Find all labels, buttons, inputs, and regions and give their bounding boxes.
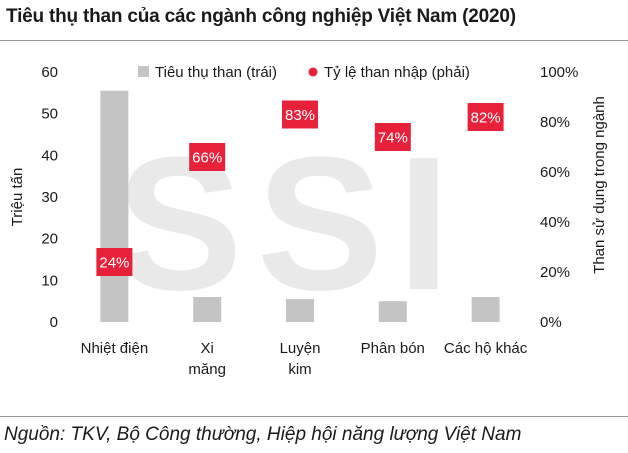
legend: Tiêu thụ than (trái) Tỷ lệ than nhập (ph… bbox=[138, 64, 470, 81]
percent-marker bbox=[96, 248, 133, 276]
legend-bar-swatch bbox=[138, 66, 149, 77]
chart: SSI 24% 66% 83% 74% 82% 0 10 20 30 40 50 60 0% 20% 4… bbox=[9, 64, 608, 378]
bar bbox=[378, 301, 407, 322]
legend-marker-swatch bbox=[308, 67, 318, 77]
percent-label: 82% bbox=[471, 110, 501, 127]
source-note: Nguồn: TKV, Bộ Công thường, Hiệp hội năn… bbox=[4, 424, 522, 445]
y2-axis-label: Than sử dụng trong ngành bbox=[591, 96, 608, 274]
percent-label: 74% bbox=[378, 130, 408, 147]
y2-tick-label: 20% bbox=[540, 264, 570, 281]
percent-marker bbox=[374, 123, 411, 151]
x-tick-label: kim bbox=[288, 361, 311, 378]
x-tick-label: Luyện bbox=[280, 340, 321, 357]
y2-tick-label: 40% bbox=[540, 214, 570, 231]
legend-bar-label: Tiêu thụ than (trái) bbox=[155, 64, 277, 81]
source-divider bbox=[0, 416, 628, 417]
x-tick-label: Phân bón bbox=[361, 340, 425, 357]
bar bbox=[193, 297, 222, 322]
y-tick-label: 10 bbox=[41, 272, 58, 289]
percent-marker bbox=[467, 103, 504, 131]
watermark-text: SSI bbox=[116, 118, 464, 330]
title-divider bbox=[0, 40, 628, 41]
percent-label: 83% bbox=[285, 107, 315, 124]
y2-tick-label: 60% bbox=[540, 164, 570, 181]
percent-label: 66% bbox=[192, 150, 222, 167]
bar bbox=[286, 299, 314, 322]
y-tick-label: 40 bbox=[41, 147, 58, 164]
y-tick-label: 30 bbox=[41, 189, 58, 206]
y-tick-label: 60 bbox=[41, 64, 58, 81]
bar bbox=[471, 297, 500, 322]
percent-marker bbox=[282, 100, 318, 129]
x-tick-label: măng bbox=[188, 361, 226, 378]
y2-tick-label: 100% bbox=[540, 64, 578, 81]
bar bbox=[100, 90, 129, 322]
y-tick-label: 50 bbox=[41, 106, 58, 123]
y2-tick-label: 0% bbox=[540, 314, 562, 331]
y2-tick-label: 80% bbox=[540, 114, 570, 131]
x-tick-label: Các hộ khác bbox=[444, 340, 528, 357]
y-tick-label: 0 bbox=[50, 314, 58, 331]
x-tick-label: Nhiệt điện bbox=[81, 340, 149, 357]
y-tick-label: 20 bbox=[41, 231, 58, 248]
legend-marker-label: Tỷ lệ than nhập (phải) bbox=[324, 64, 470, 81]
percent-label: 24% bbox=[99, 255, 129, 272]
y-axis-label: Triệu tấn bbox=[9, 168, 26, 227]
percent-marker bbox=[189, 143, 226, 171]
x-tick-label: Xi bbox=[201, 340, 214, 357]
chart-title: Tiêu thụ than của các ngành công nghiệp … bbox=[6, 6, 516, 27]
